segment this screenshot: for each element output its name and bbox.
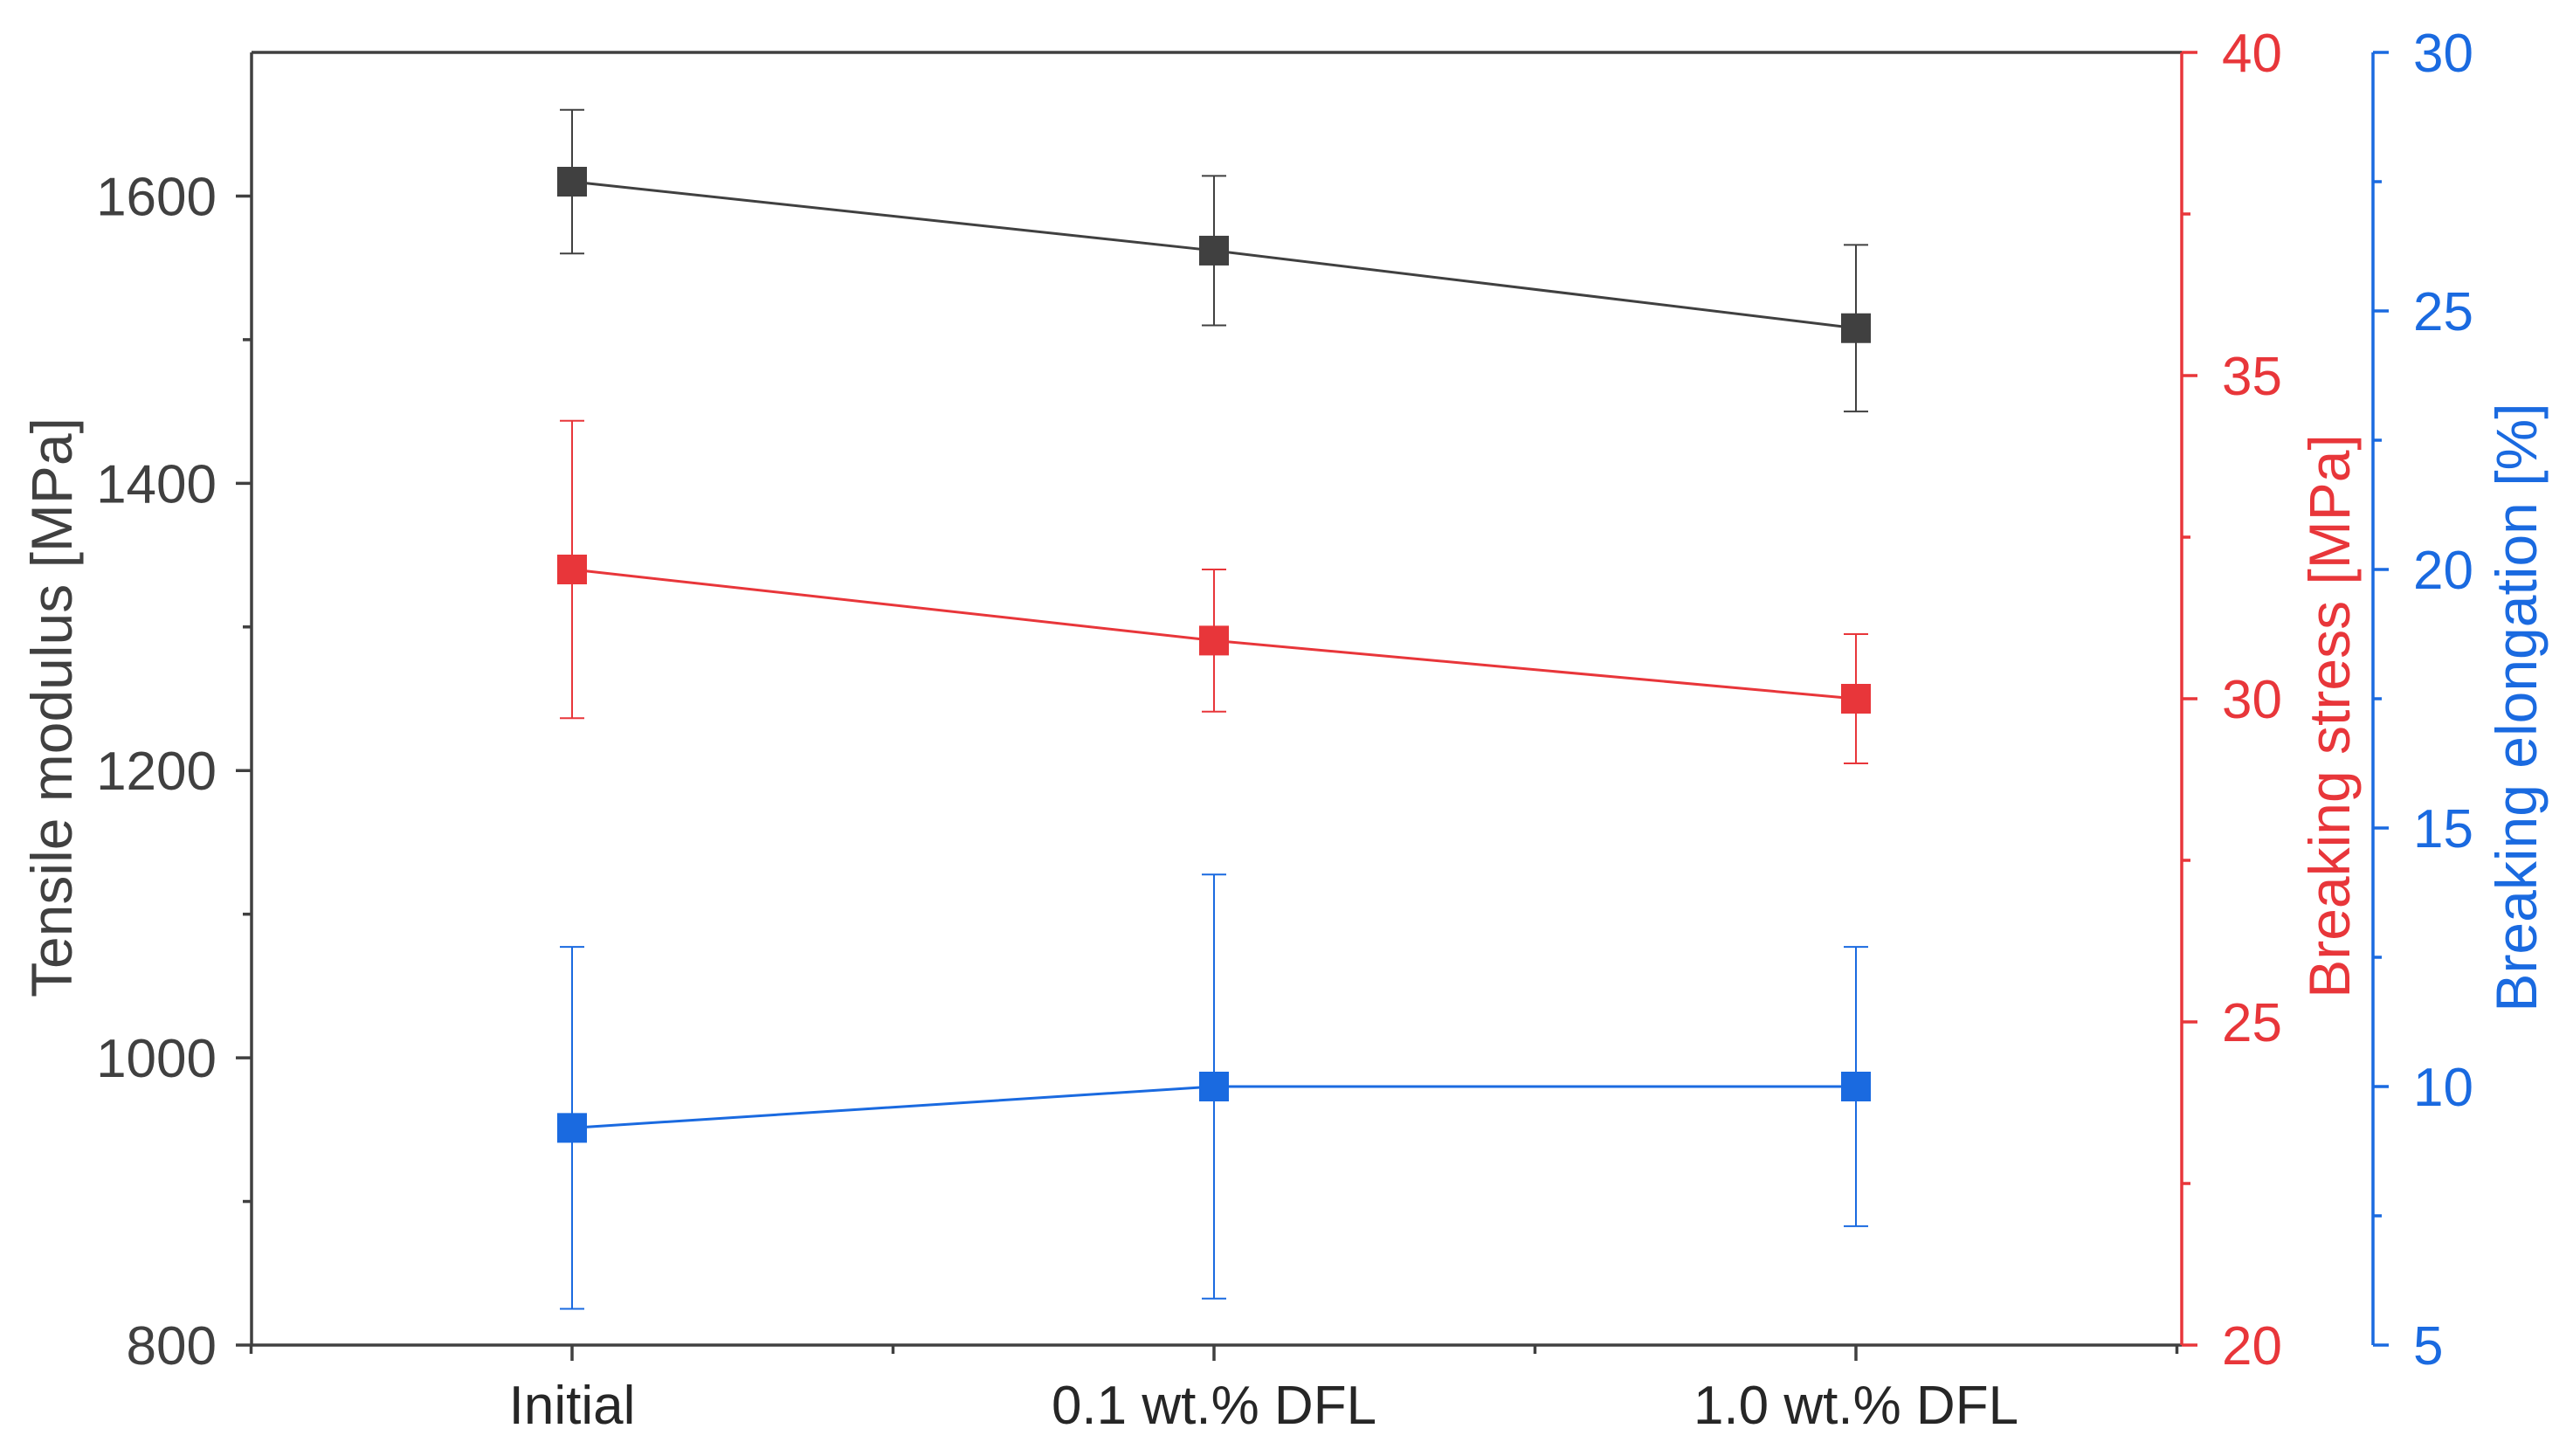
breaking-elongation-point <box>1841 1072 1871 1101</box>
left-y-tick-label: 1600 <box>96 167 217 227</box>
left-y-tick-label: 1400 <box>96 454 217 514</box>
left-y-tick-label: 1200 <box>96 742 217 802</box>
x-tick-label: Initial <box>509 1376 636 1436</box>
right1-y-tick-label: 30 <box>2222 670 2282 730</box>
right1-y-tick-label: 35 <box>2222 347 2282 407</box>
right2-y-axis-label: Breaking elongation [%] <box>2484 403 2549 1011</box>
breaking-stress-point <box>557 555 587 584</box>
right1-y-tick-label: 20 <box>2222 1316 2282 1377</box>
tensile-modulus-point <box>1841 313 1871 343</box>
right1-y-tick-label: 40 <box>2222 24 2282 84</box>
x-tick-label: 1.0 wt.% DFL <box>1693 1376 2018 1436</box>
right2-y-tick-label: 30 <box>2413 24 2473 84</box>
breaking-stress-point <box>1199 625 1229 656</box>
tensile-modulus-point <box>1199 235 1229 266</box>
right2-y-tick-label: 20 <box>2413 541 2473 601</box>
right2-y-tick-label: 10 <box>2413 1058 2473 1118</box>
tensile-modulus-point <box>557 167 587 197</box>
series-layer <box>557 108 1871 1310</box>
axes-layer: 800 1000 1200 1400 1600 Tensile modulus [MPa]… <box>19 24 2549 1436</box>
x-tick-label: 0.1 wt.% DFL <box>1052 1376 1376 1436</box>
right1-y-axis-label: Breaking stress [MPa] <box>2297 434 2362 998</box>
breaking-elongation-point <box>1199 1072 1229 1101</box>
left-y-axis-label: Tensile modulus [MPa] <box>19 417 84 997</box>
left-y-tick-label: 800 <box>127 1316 217 1377</box>
right2-y-tick-label: 15 <box>2413 799 2473 859</box>
breaking-stress-point <box>1841 684 1871 714</box>
right2-y-tick-label: 25 <box>2413 282 2473 342</box>
left-y-tick-label: 1000 <box>96 1029 217 1089</box>
right2-y-tick-label: 5 <box>2413 1316 2443 1377</box>
breaking-elongation-point <box>557 1113 587 1143</box>
right1-y-tick-label: 25 <box>2222 993 2282 1053</box>
